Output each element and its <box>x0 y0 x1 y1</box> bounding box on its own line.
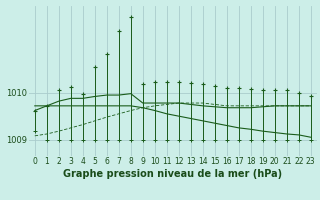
X-axis label: Graphe pression niveau de la mer (hPa): Graphe pression niveau de la mer (hPa) <box>63 169 282 179</box>
